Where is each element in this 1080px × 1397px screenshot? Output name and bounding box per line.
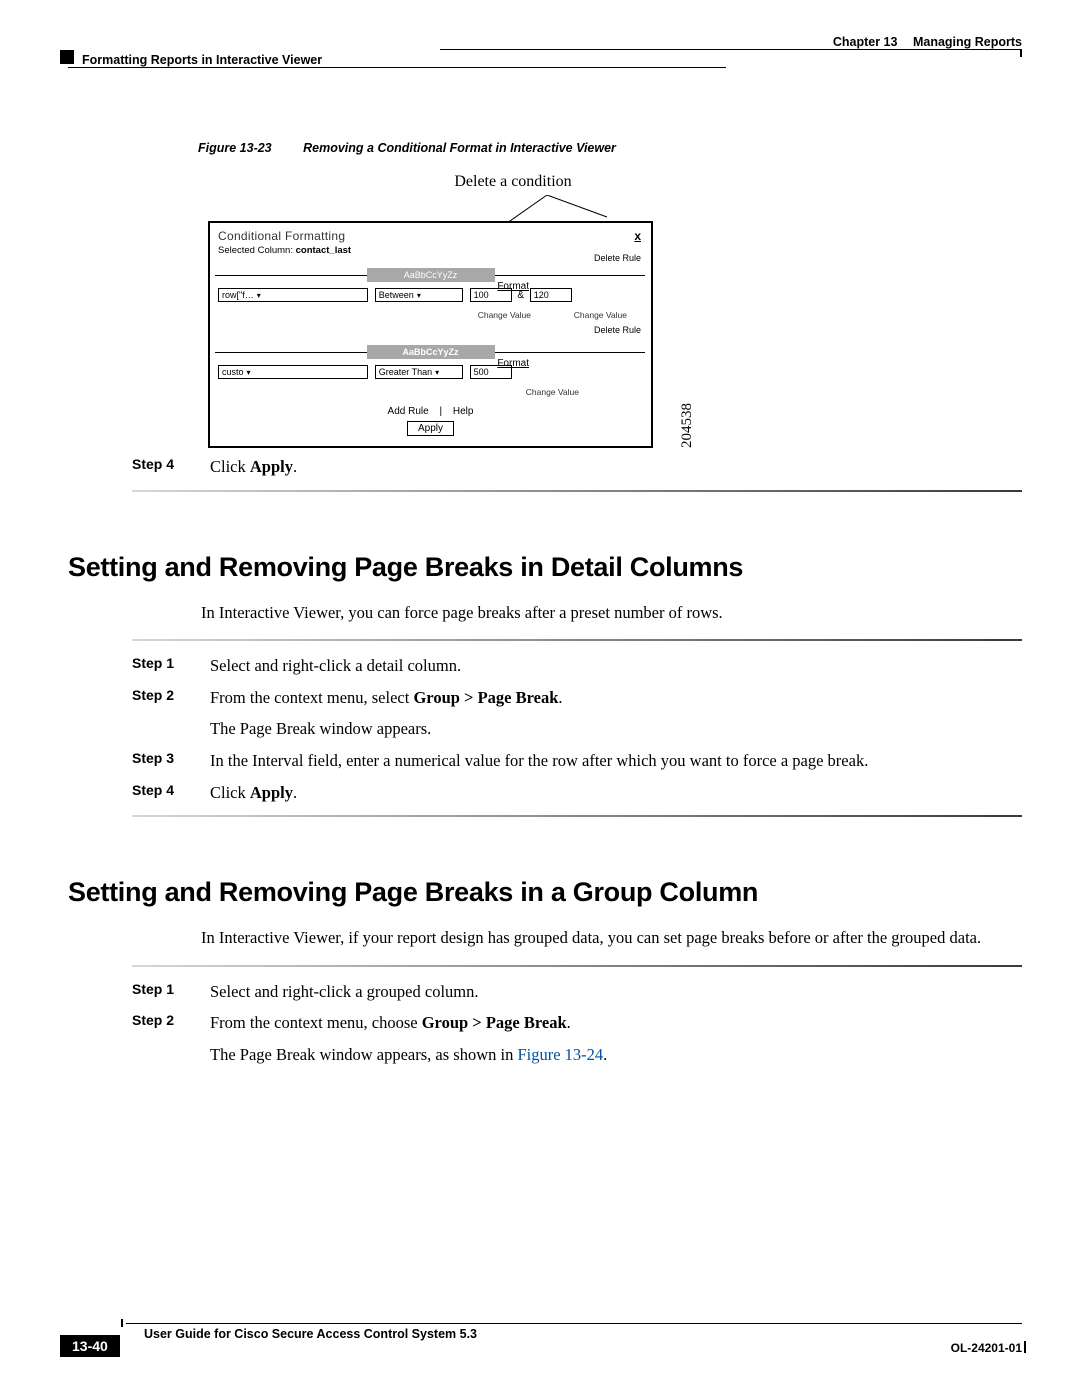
step-text: Click Apply. xyxy=(210,454,1022,480)
from-input-1[interactable]: 100 xyxy=(470,288,512,302)
step-text: Select and right-click a grouped column. xyxy=(210,979,1022,1005)
dialog-footer: Add Rule | Help Apply xyxy=(210,406,651,436)
section-heading-1: Setting and Removing Page Breaks in Deta… xyxy=(68,552,1022,583)
rule-row-1: row["f… Between 100 & 120 xyxy=(218,288,643,308)
step-row: Step 2From the context menu, choose Grou… xyxy=(132,1010,1022,1036)
figure-dialog-image: Delete a condition Conditional Formattin… xyxy=(208,173,678,448)
rule-row-2: custo Greater Than 500 xyxy=(218,365,643,385)
apply-button[interactable]: Apply xyxy=(407,421,454,436)
column-select-1[interactable]: row["f… xyxy=(218,288,368,302)
figure-ref-link[interactable]: Figure 13-24 xyxy=(517,1045,603,1064)
section-intro-1: In Interactive Viewer, you can force pag… xyxy=(201,601,1022,626)
figure-image-code: 204538 xyxy=(679,403,696,448)
step-label: Step 1 xyxy=(132,653,210,679)
step-text: From the context menu, select Group > Pa… xyxy=(210,685,1022,711)
to-input-1[interactable]: 120 xyxy=(530,288,572,302)
step-row: Step 1Select and right-click a detail co… xyxy=(132,653,1022,679)
step-label: Step 4 xyxy=(132,780,210,806)
page-header: Chapter 13 Managing Reports Formatting R… xyxy=(68,35,1022,71)
dialog-subtitle: Selected Column: contact_last xyxy=(218,245,643,256)
page-number: 13-40 xyxy=(60,1335,120,1357)
step-text: Select and right-click a detail column. xyxy=(210,653,1022,679)
step-text: Click Apply. xyxy=(210,780,1022,806)
step-row: Step 4Click Apply. xyxy=(132,780,1022,806)
page-footer: User Guide for Cisco Secure Access Contr… xyxy=(68,1323,1022,1369)
chapter-label: Chapter 13 xyxy=(833,35,898,49)
dialog-title: Conditional Formatting xyxy=(218,229,643,243)
step-text: From the context menu, choose Group > Pa… xyxy=(210,1010,1022,1036)
operator-select-2[interactable]: Greater Than xyxy=(375,365,463,379)
section-heading-2: Setting and Removing Page Breaks in a Gr… xyxy=(68,877,1022,908)
step-row: Step 1Select and right-click a grouped c… xyxy=(132,979,1022,1005)
figure-callout: Delete a condition xyxy=(348,173,678,191)
footer-book-title: User Guide for Cisco Secure Access Contr… xyxy=(144,1327,477,1341)
rule-sample-2: AaBbCcYyZz xyxy=(367,345,495,359)
add-rule-link[interactable]: Add Rule xyxy=(388,406,429,417)
operator-select-1[interactable]: Between xyxy=(375,288,463,302)
step-label: Step 3 xyxy=(132,748,210,774)
help-link[interactable]: Help xyxy=(453,406,474,417)
chapter-heading: Chapter 13 Managing Reports xyxy=(833,35,1022,49)
step-row: Step 2From the context menu, select Grou… xyxy=(132,685,1022,711)
step-row: Step 3In the Interval field, enter a num… xyxy=(132,748,1022,774)
header-square-icon xyxy=(60,50,74,64)
rule-sample-1: AaBbCcYyZz xyxy=(367,268,495,282)
breadcrumb: Formatting Reports in Interactive Viewer xyxy=(82,53,322,67)
step-text: In the Interval field, enter a numerical… xyxy=(210,748,1022,774)
figure-caption: Figure 13-23 Removing a Conditional Form… xyxy=(198,141,1022,155)
step-sub-text: The Page Break window appears. xyxy=(210,716,1022,742)
step-label: Step 1 xyxy=(132,979,210,1005)
step-label: Step 2 xyxy=(132,685,210,711)
delete-rule-link[interactable]: Delete Rule xyxy=(594,253,641,263)
step-label: Step 4 xyxy=(132,454,210,480)
figure-number: Figure 13-23 xyxy=(198,141,272,155)
step-sub-text: The Page Break window appears, as shown … xyxy=(210,1042,1022,1068)
footer-doc-number: OL-24201-01 xyxy=(951,1341,1022,1355)
step-label: Step 2 xyxy=(132,1010,210,1036)
section-intro-2: In Interactive Viewer, if your report de… xyxy=(201,926,1022,951)
delete-rule-link-2[interactable]: Delete Rule xyxy=(594,325,641,335)
step-row: Step 4 Click Apply. xyxy=(132,454,1022,480)
chapter-title: Managing Reports xyxy=(913,35,1022,49)
figure-title: Removing a Conditional Format in Interac… xyxy=(303,141,616,155)
close-icon[interactable]: x xyxy=(634,229,641,243)
from-input-2[interactable]: 500 xyxy=(470,365,512,379)
column-select-2[interactable]: custo xyxy=(218,365,368,379)
